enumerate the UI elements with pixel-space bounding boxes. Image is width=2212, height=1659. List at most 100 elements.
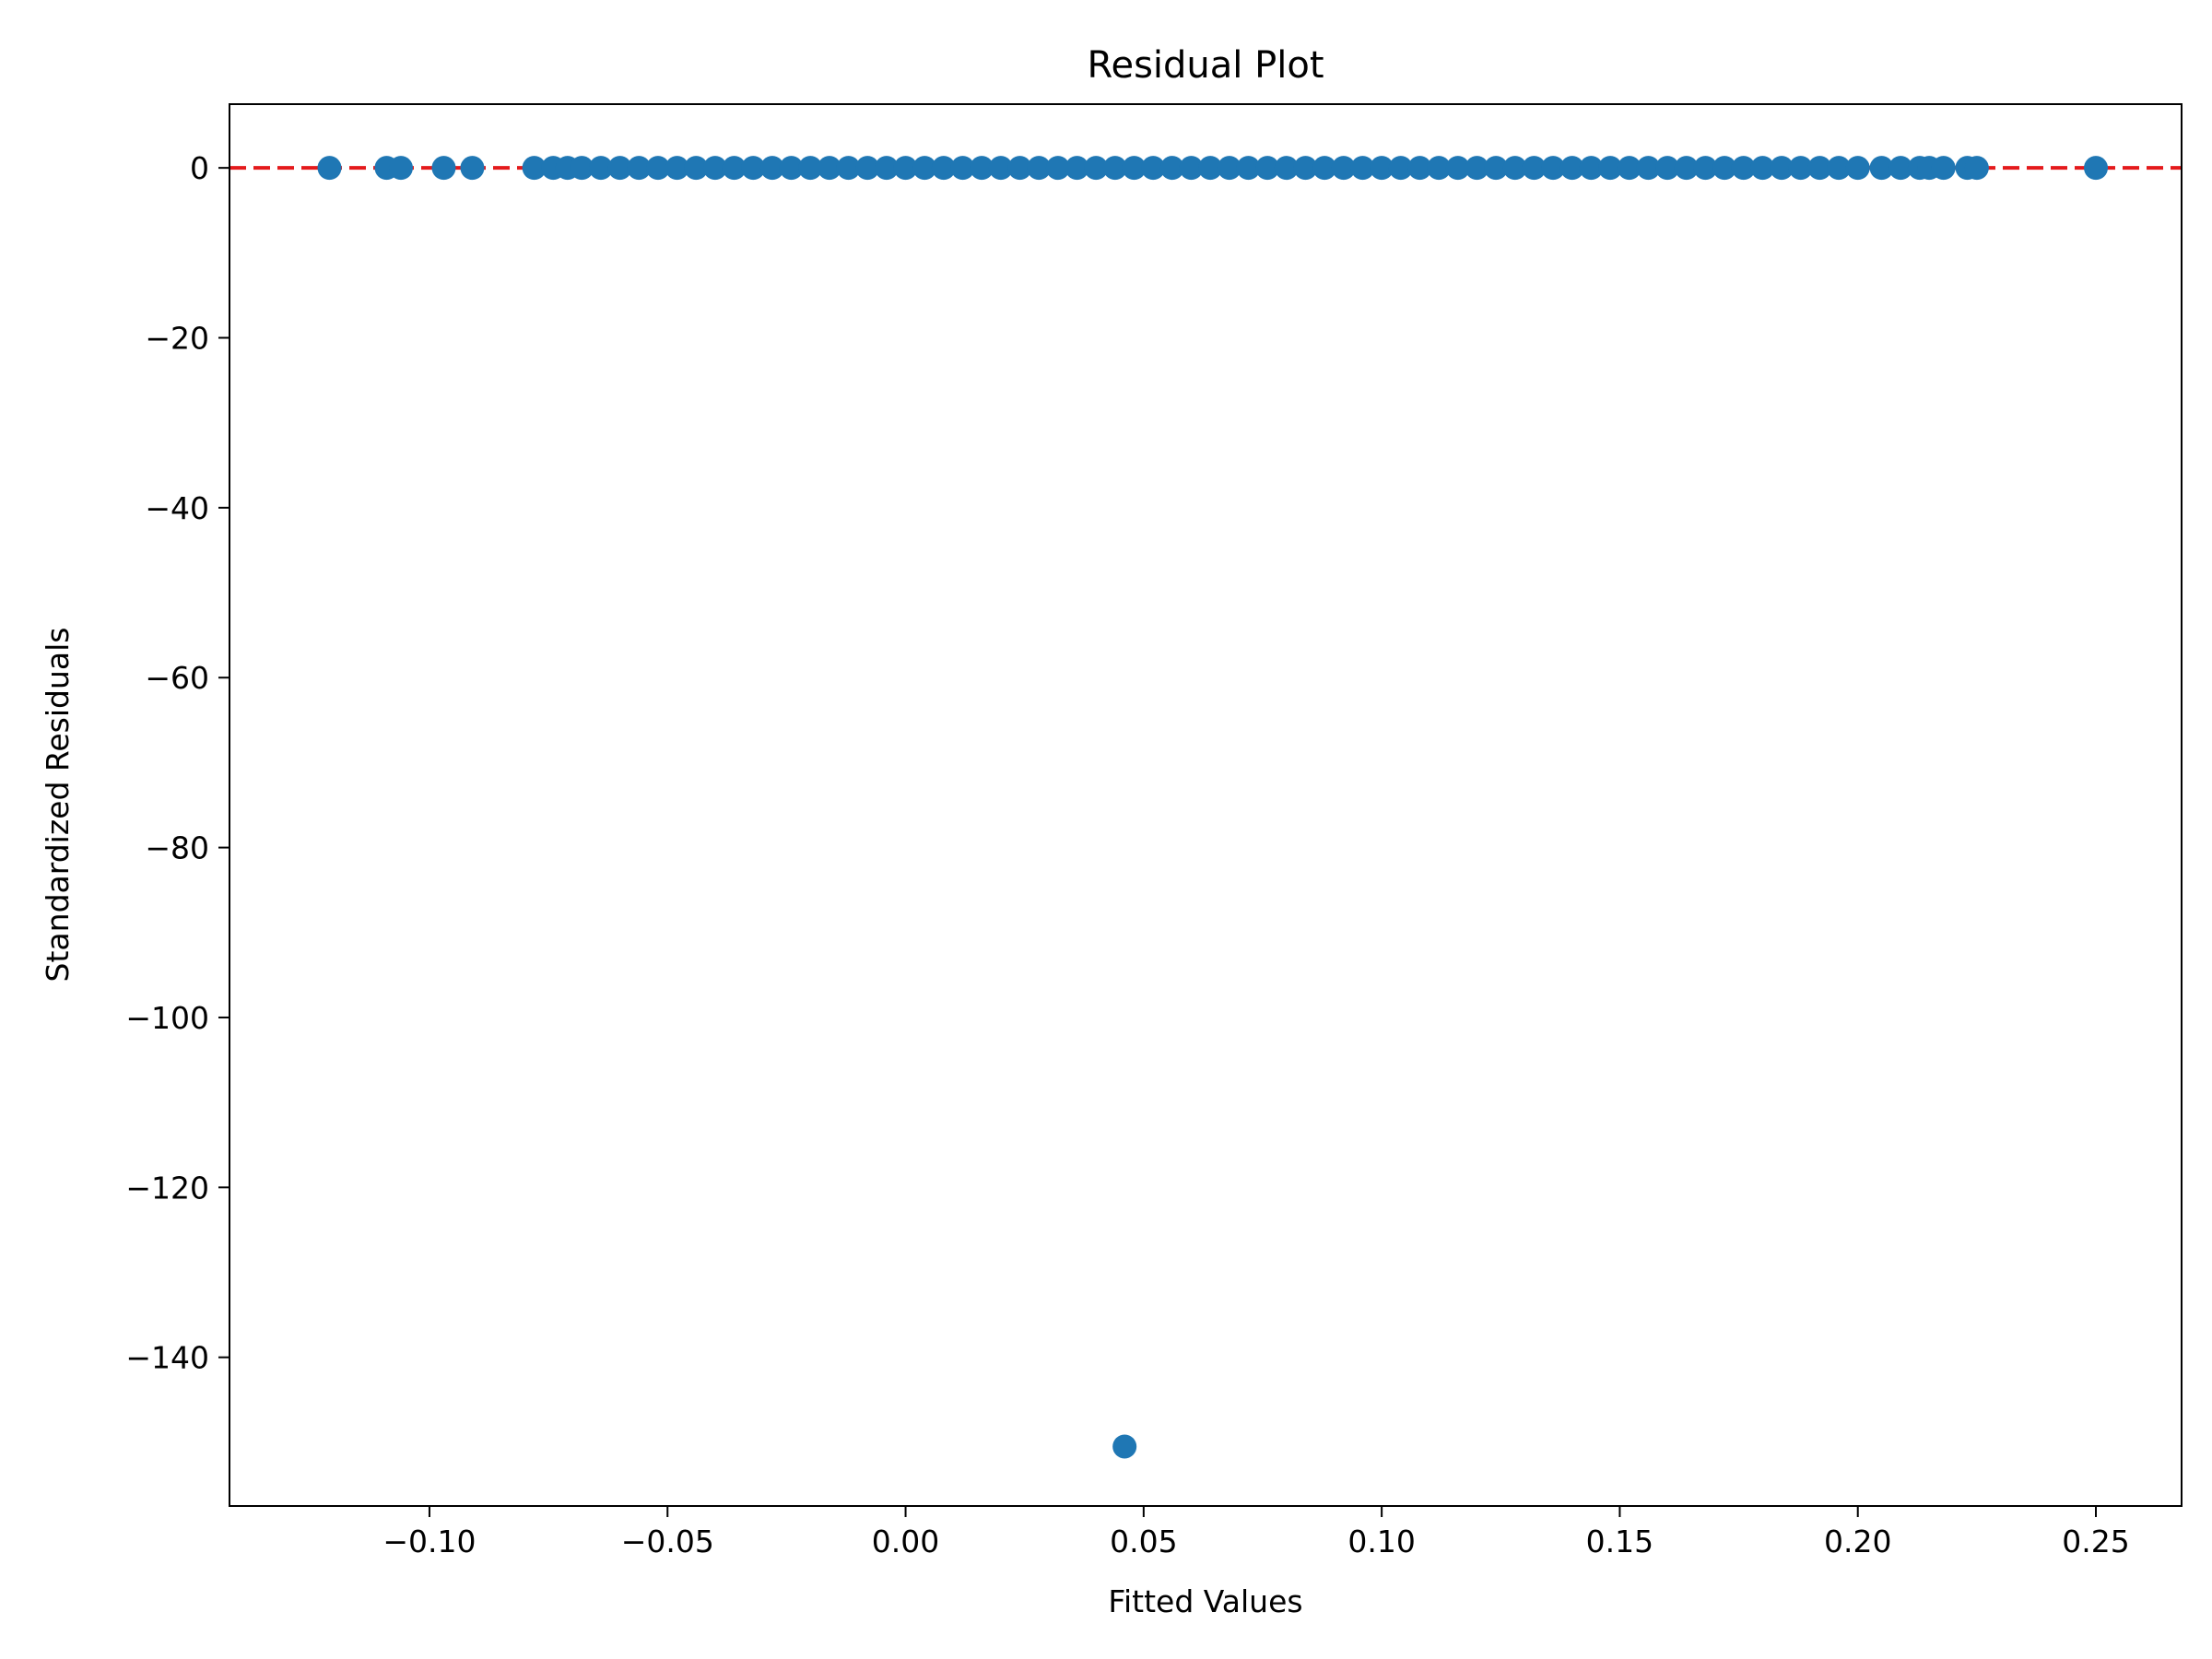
y-tick-label: 0 [190, 150, 209, 186]
scatter-point [1159, 156, 1184, 181]
scatter-point [1770, 156, 1794, 181]
scatter-point [1636, 156, 1661, 181]
scatter-point [1045, 156, 1070, 181]
scatter-points [317, 156, 2109, 1459]
x-tick-label: −0.05 [621, 1524, 714, 1559]
scatter-point [1827, 156, 1852, 181]
y-tick-label: −140 [125, 1340, 209, 1376]
scatter-point [1236, 156, 1261, 181]
x-tick-label: 0.15 [1586, 1524, 1653, 1559]
scatter-point [665, 156, 689, 181]
scatter-point [931, 156, 956, 181]
scatter-point [522, 156, 547, 181]
scatter-point [1370, 156, 1394, 181]
scatter-point [1559, 156, 1584, 181]
scatter-point [1407, 156, 1432, 181]
scatter-point [1869, 156, 1894, 181]
scatter-point [1427, 156, 1452, 181]
chart-title: Residual Plot [1087, 44, 1324, 87]
scatter-point [1255, 156, 1280, 181]
y-tick-label: −60 [145, 660, 209, 696]
scatter-point [1350, 156, 1375, 181]
scatter-point [1712, 156, 1737, 181]
x-axis-ticks: −0.10 −0.05 0.00 0.05 0.10 0.15 0.20 0.25 [382, 1506, 2130, 1559]
scatter-point [684, 156, 709, 181]
x-tick-label: 0.05 [1110, 1524, 1177, 1559]
scatter-point [1141, 156, 1166, 181]
scatter-point [1931, 156, 1956, 181]
scatter-point [874, 156, 899, 181]
scatter-point [1445, 156, 1470, 181]
plot-frame [229, 103, 2183, 1507]
scatter-point [950, 156, 975, 181]
scatter-point [1198, 156, 1223, 181]
x-tick-label: 0.25 [2062, 1524, 2129, 1559]
scatter-point [855, 156, 880, 181]
scatter-point [817, 156, 841, 181]
scatter-point [431, 156, 456, 181]
scatter-point [1274, 156, 1299, 181]
y-tick-label: −80 [145, 830, 209, 866]
y-tick-label: −120 [125, 1170, 209, 1206]
scatter-point [1102, 156, 1127, 181]
scatter-point [588, 156, 613, 181]
scatter-point [460, 156, 485, 181]
y-axis-ticks: 0 −20 −40 −60 −80 −100 −120 −140 [125, 150, 229, 1376]
x-tick-label: 0.20 [1824, 1524, 1891, 1559]
x-tick-label: 0.00 [872, 1524, 939, 1559]
x-tick-label: 0.10 [1347, 1524, 1415, 1559]
scatter-point [988, 156, 1013, 181]
y-tick-label: −100 [125, 1000, 209, 1036]
scatter-point [779, 156, 804, 181]
scatter-point [1964, 156, 1989, 181]
scatter-point [317, 156, 342, 181]
scatter-point [1807, 156, 1832, 181]
y-axis-title: Standardized Residuals [40, 628, 76, 982]
scatter-point [1122, 156, 1147, 181]
scatter-point [2084, 156, 2109, 181]
scatter-point [1788, 156, 1813, 181]
scatter-point [1007, 156, 1032, 181]
scatter-point [1541, 156, 1566, 181]
scatter-point [645, 156, 670, 181]
y-tick-label: −20 [145, 321, 209, 357]
scatter-point [607, 156, 632, 181]
scatter-point [627, 156, 652, 181]
scatter-point [798, 156, 823, 181]
scatter-point [759, 156, 784, 181]
scatter-point [1731, 156, 1756, 181]
scatter-point [1617, 156, 1641, 181]
scatter-point [1750, 156, 1775, 181]
scatter-point [1331, 156, 1356, 181]
scatter-point [893, 156, 918, 181]
scatter-point [388, 156, 413, 181]
scatter-point [1065, 156, 1089, 181]
scatter-point [1084, 156, 1109, 181]
scatter-point [1112, 1434, 1137, 1459]
scatter-point [1674, 156, 1699, 181]
scatter-point [722, 156, 747, 181]
scatter-point [1845, 156, 1870, 181]
scatter-point [1579, 156, 1604, 181]
scatter-point [1312, 156, 1337, 181]
scatter-point [1465, 156, 1489, 181]
scatter-point [1598, 156, 1623, 181]
scatter-point [912, 156, 937, 181]
y-tick-label: −40 [145, 490, 209, 526]
scatter-point [1027, 156, 1052, 181]
scatter-point [836, 156, 861, 181]
scatter-point [1693, 156, 1718, 181]
scatter-point [741, 156, 766, 181]
scatter-point [1655, 156, 1680, 181]
scatter-point [1522, 156, 1547, 181]
x-tick-label: −0.10 [382, 1524, 476, 1559]
scatter-point [570, 156, 594, 181]
x-axis-title: Fitted Values [1108, 1583, 1302, 1619]
scatter-point [1179, 156, 1204, 181]
scatter-point [1293, 156, 1318, 181]
scatter-point [1484, 156, 1509, 181]
scatter-point [1502, 156, 1527, 181]
scatter-point [970, 156, 994, 181]
